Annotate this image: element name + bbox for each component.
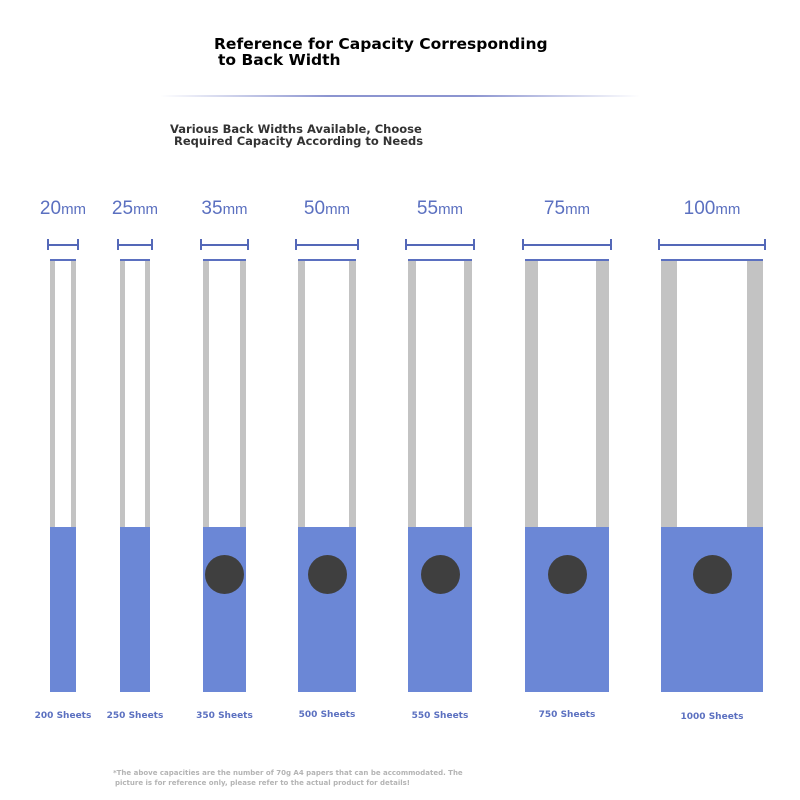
binder-5-interior	[416, 261, 464, 527]
binder-2-dimension-cap-right	[151, 239, 153, 250]
binder-3-interior	[209, 261, 240, 527]
binder-6-sheet-capacity: 750 Sheets	[538, 710, 596, 720]
binder-2-capacity-fill	[120, 527, 150, 692]
binder-3-ring-hole	[205, 555, 244, 594]
binder-7-ring-hole	[692, 555, 732, 594]
binder-4-top-edge	[298, 259, 356, 261]
binder-6-width-label: 75mm	[507, 198, 627, 220]
title-divider	[160, 95, 640, 97]
binder-5-capacity-fill	[408, 527, 472, 692]
binder-3-top-edge	[203, 259, 246, 261]
binder-4-capacity-fill	[298, 527, 356, 692]
binder-4-dimension-cap-right	[357, 239, 359, 250]
binder-1-top-edge	[50, 259, 76, 261]
page-subtitle-line-1: Various Back Widths Available, Choose	[170, 122, 422, 136]
binder-5-dimension-cap-left	[405, 239, 407, 250]
binder-7-capacity-fill	[661, 527, 763, 692]
binder-7-dimension-arrow	[658, 239, 766, 250]
binder-5-ring-hole	[420, 555, 460, 594]
binder-5-sheet-capacity: 550 Sheets	[411, 711, 469, 721]
binder-3-width-label: 35mm	[165, 198, 285, 220]
binder-3-dimension-cap-right	[247, 239, 249, 250]
binder-4-dimension-line	[295, 244, 359, 246]
binder-7-dimension-cap-left	[658, 239, 660, 250]
binder-4-interior	[305, 261, 349, 527]
page-title: Reference for Capacity Corresponding to …	[214, 36, 634, 68]
binder-1-width-label: 20mm	[3, 198, 123, 220]
binder-6-capacity-fill	[525, 527, 609, 692]
page-subtitle-line-2: Required Capacity According to Needs	[174, 134, 424, 148]
binder-1-sheet-capacity: 200 Sheets	[34, 711, 92, 721]
binder-6-width-unit: mm	[565, 201, 591, 218]
footnote-line-1: *The above capacities are the number of …	[113, 769, 463, 777]
binder-3-sheet-capacity: 350 Sheets	[196, 711, 253, 721]
binder-1-dimension-line	[47, 244, 79, 246]
binder-1-dimension-cap-left	[47, 239, 49, 250]
binder-1-dimension-cap-right	[77, 239, 79, 250]
binder-7-width-value: 100	[683, 198, 716, 219]
binder-2-dimension-cap-left	[117, 239, 119, 250]
binder-1-interior	[55, 261, 71, 527]
binder-4-dimension-arrow	[295, 239, 359, 250]
binder-4-width-label: 50mm	[267, 198, 387, 220]
binder-4-width-value: 50	[303, 198, 326, 219]
binder-1-width-value: 20	[39, 198, 62, 219]
binder-5-width-label: 55mm	[380, 198, 500, 220]
binder-5-dimension-cap-right	[473, 239, 475, 250]
page-title-line-2: to Back Width	[218, 51, 341, 69]
binder-4-dimension-cap-left	[295, 239, 297, 250]
binder-4-width-unit: mm	[325, 201, 351, 218]
binder-7-width-label: 100mm	[652, 198, 772, 220]
binder-1-capacity-fill	[50, 527, 76, 692]
binder-5-width-value: 55	[416, 198, 439, 219]
binder-6-ring-hole	[547, 555, 587, 594]
binder-6-dimension-cap-right	[610, 239, 612, 250]
binder-2-width-value: 25	[111, 198, 134, 219]
binder-3-dimension-cap-left	[200, 239, 202, 250]
binder-6-width-value: 75	[543, 198, 566, 219]
footnote-line-2: picture is for reference only, please re…	[115, 779, 411, 787]
binder-2-interior	[125, 261, 145, 527]
binder-2-top-edge	[120, 259, 150, 261]
binder-7-dimension-line	[658, 244, 766, 246]
binder-2-dimension-line	[117, 244, 153, 246]
binder-3-capacity-fill	[203, 527, 246, 692]
binder-6-dimension-cap-left	[522, 239, 524, 250]
binder-5-top-edge	[408, 259, 472, 261]
binder-4-sheet-capacity: 500 Sheets	[298, 710, 356, 720]
binder-6-top-edge	[525, 259, 609, 261]
binder-7-dimension-cap-right	[764, 239, 766, 250]
binder-3-width-unit: mm	[222, 201, 248, 218]
binder-3-width-value: 35	[201, 198, 223, 219]
page-title-line-1: Reference for Capacity Corresponding	[214, 35, 548, 53]
binder-7-top-edge	[661, 259, 763, 261]
binder-5-dimension-line	[405, 244, 475, 246]
footnote: *The above capacities are the number of …	[113, 768, 533, 788]
binder-5-width-unit: mm	[438, 201, 464, 218]
binder-1-width-unit: mm	[61, 201, 87, 218]
binder-3-dimension-line	[200, 244, 249, 246]
binder-3-dimension-arrow	[200, 239, 249, 250]
binder-2-sheet-capacity: 250 Sheets	[106, 711, 164, 721]
binder-7-width-unit: mm	[715, 201, 741, 218]
binder-6-dimension-arrow	[522, 239, 612, 250]
page-subtitle: Various Back Widths Available, Choose Re…	[170, 123, 590, 147]
binder-4-ring-hole	[307, 555, 347, 594]
binder-5-dimension-arrow	[405, 239, 475, 250]
binder-7-interior	[677, 261, 747, 527]
binder-6-interior	[538, 261, 596, 527]
binder-1-dimension-arrow	[47, 239, 79, 250]
binder-6-dimension-line	[522, 244, 612, 246]
binder-7-sheet-capacity: 1000 Sheets	[680, 712, 744, 722]
binder-2-width-unit: mm	[133, 201, 159, 218]
binder-2-dimension-arrow	[117, 239, 153, 250]
binder-2-width-label: 25mm	[75, 198, 195, 220]
